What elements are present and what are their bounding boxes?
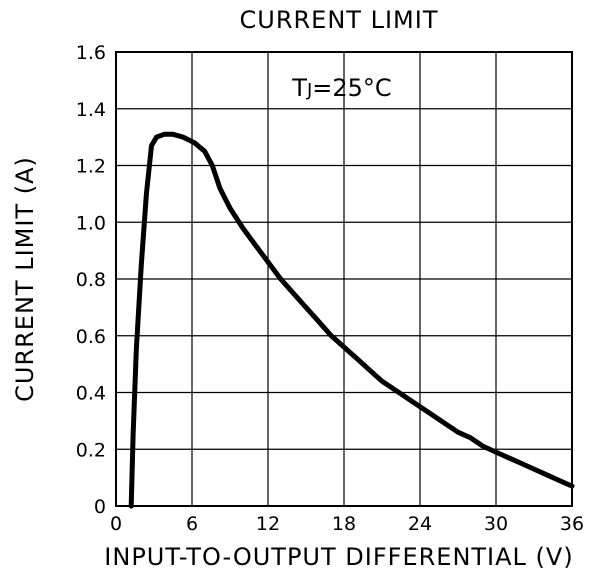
y-tick-label: 1.0 <box>76 212 106 234</box>
y-axis-label: CURRENT LIMIT (A) <box>11 156 39 402</box>
y-tick-label: 0.8 <box>76 269 106 291</box>
x-tick-labels: 0 6 12 18 24 30 36 <box>110 513 584 535</box>
x-tick-label: 0 <box>110 513 122 535</box>
y-tick-label: 1.6 <box>76 42 106 64</box>
x-tick-label: 24 <box>408 513 432 535</box>
y-tick-label: 1.4 <box>76 99 106 121</box>
annotation-tj: TJ=25°C <box>291 74 391 102</box>
x-tick-label: 12 <box>256 513 280 535</box>
x-tick-label: 6 <box>186 513 198 535</box>
y-tick-label: 0.2 <box>76 439 106 461</box>
grid <box>116 52 572 506</box>
x-axis-label: INPUT-TO-OUTPUT DIFFERENTIAL (V) <box>104 543 573 571</box>
x-tick-label: 30 <box>484 513 508 535</box>
plot-frame <box>115 51 573 507</box>
y-tick-label: 0.4 <box>76 383 106 405</box>
x-tick-label: 36 <box>560 513 584 535</box>
series-line-current-limit <box>128 131 575 509</box>
y-tick-label: 0 <box>94 496 106 518</box>
x-tick-label: 18 <box>332 513 356 535</box>
chart-title: CURRENT LIMIT <box>240 6 439 34</box>
y-tick-label: 1.2 <box>76 156 106 178</box>
y-tick-label: 0.6 <box>76 326 106 348</box>
y-tick-labels: 0 0.2 0.4 0.6 0.8 1.0 1.2 1.4 1.6 <box>76 42 106 518</box>
